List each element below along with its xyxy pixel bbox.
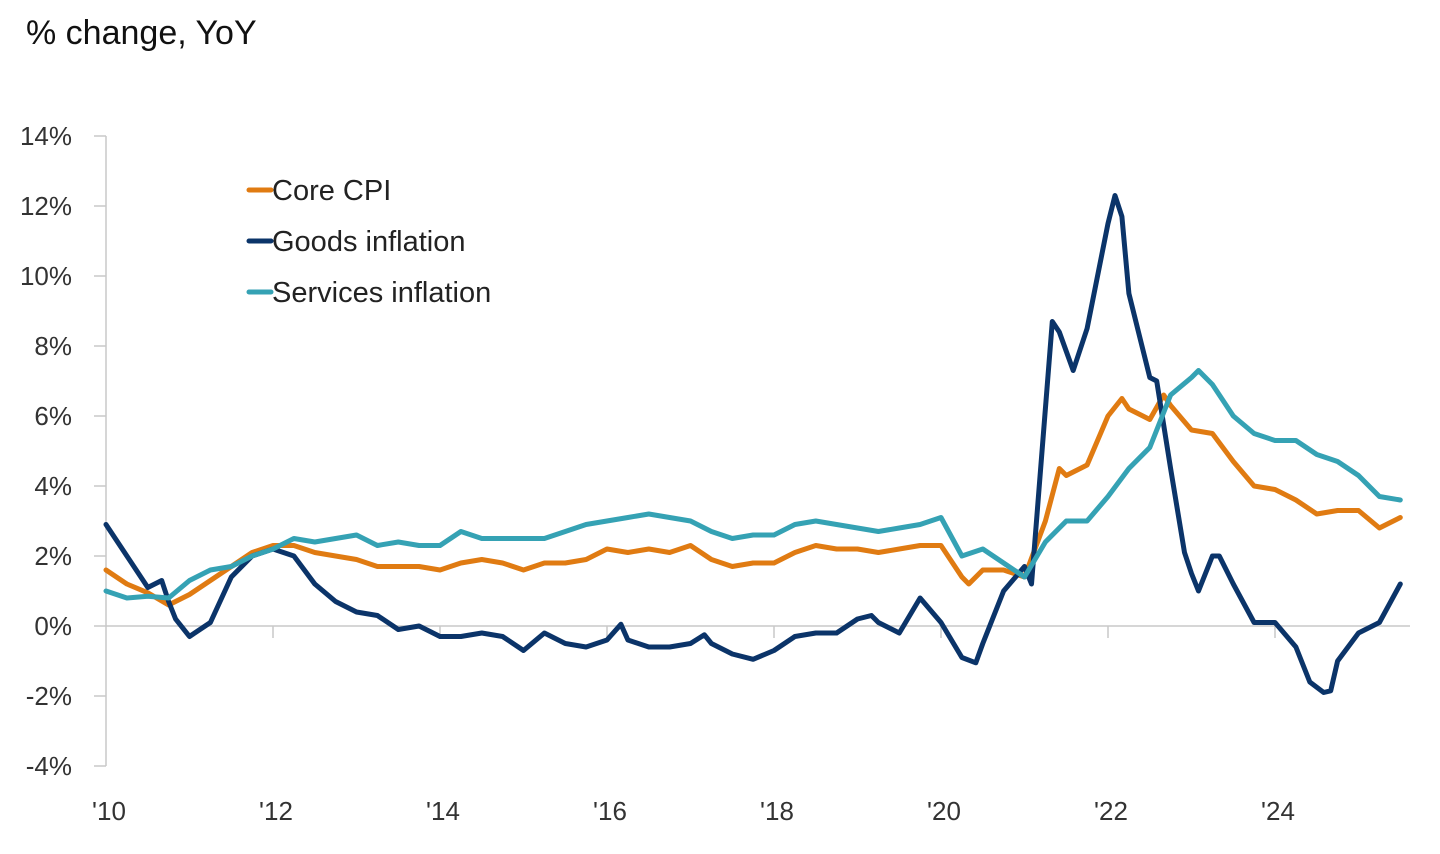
legend-label: Goods inflation xyxy=(272,226,465,258)
series-line-services-inflation xyxy=(103,368,1403,601)
y-tick-label: 8% xyxy=(34,331,72,361)
y-tick-label: 14% xyxy=(20,121,72,151)
x-tick-label: '18 xyxy=(760,796,794,826)
y-tick-label: 10% xyxy=(20,261,72,291)
y-tick-label: 4% xyxy=(34,471,72,501)
x-tick-label: '16 xyxy=(593,796,627,826)
y-tick-label: 12% xyxy=(20,191,72,221)
x-tick-label: '22 xyxy=(1094,796,1128,826)
series-line-goods-inflation xyxy=(103,193,1403,695)
legend-label: Core CPI xyxy=(272,175,391,207)
x-tick-label: '20 xyxy=(927,796,961,826)
series-line-core-cpi xyxy=(103,392,1403,608)
chart-title: % change, YoY xyxy=(26,14,257,52)
y-tick-label: -4% xyxy=(26,751,72,781)
y-tick-label: 2% xyxy=(34,541,72,571)
x-tick-label: '24 xyxy=(1261,796,1295,826)
x-tick-label: '14 xyxy=(426,796,460,826)
y-tick-label: 0% xyxy=(34,611,72,641)
x-tick-label: '10 xyxy=(92,796,126,826)
legend-label: Services inflation xyxy=(272,277,491,309)
y-tick-label: -2% xyxy=(26,681,72,711)
x-tick-label: '12 xyxy=(259,796,293,826)
y-tick-label: 6% xyxy=(34,401,72,431)
